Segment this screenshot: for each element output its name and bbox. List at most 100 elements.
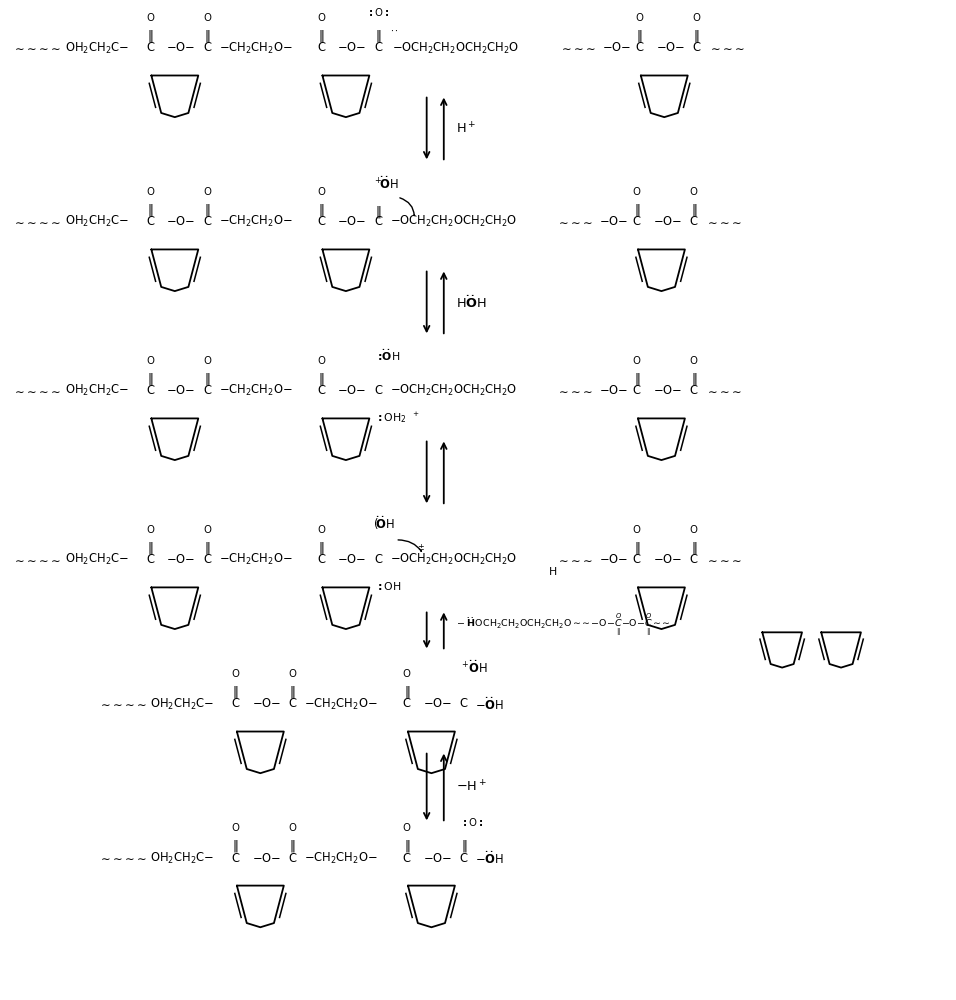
- Text: $-$O$-$: $-$O$-$: [166, 41, 195, 54]
- Text: $-$O$-$: $-$O$-$: [251, 697, 281, 710]
- Text: $\bf{:}$OH$_2$: $\bf{:}$OH$_2$: [376, 411, 407, 425]
- Text: $-\overset{\bf..}{O}$H: $-\overset{\bf..}{O}$H: [475, 849, 504, 867]
- Text: $^+$: $^+$: [411, 411, 421, 421]
- Text: C: C: [203, 553, 211, 566]
- Text: H$\overset{\bf..}{O}$H: H$\overset{\bf..}{O}$H: [456, 294, 488, 311]
- Text: O: O: [231, 669, 240, 679]
- Text: O: O: [692, 13, 701, 23]
- Text: O: O: [289, 669, 296, 679]
- Text: $-$O$-$: $-$O$-$: [337, 384, 366, 397]
- Text: $-$O$-$: $-$O$-$: [337, 41, 366, 54]
- Text: $-$O$-$: $-$O$-$: [166, 384, 195, 397]
- Text: $\sim\!\sim\!\sim$: $\sim\!\sim\!\sim$: [556, 553, 593, 566]
- Text: $\|$: $\|$: [634, 202, 640, 218]
- Text: $-$O$-$: $-$O$-$: [337, 215, 366, 228]
- Text: $^+\!\overset{\bf..}{O}$H: $^+\!\overset{\bf..}{O}$H: [460, 659, 488, 676]
- Text: $\|$: $\|$: [147, 28, 153, 44]
- Text: C: C: [146, 553, 154, 566]
- Text: $\bf{:}$OH: $\bf{:}$OH: [376, 580, 402, 592]
- Text: $\sim\!\sim\!\sim\!\sim$: $\sim\!\sim\!\sim\!\sim$: [12, 384, 62, 397]
- Text: $\|$: $\|$: [147, 202, 153, 218]
- Text: $\sim\!\sim\!\sim$: $\sim\!\sim\!\sim$: [706, 553, 742, 566]
- Text: $\|$: $\|$: [147, 371, 153, 387]
- Text: C: C: [203, 215, 211, 228]
- Text: $-$O$-$: $-$O$-$: [423, 697, 452, 710]
- Text: $-$CH$_2$CH$_2$O$-$: $-$CH$_2$CH$_2$O$-$: [219, 214, 293, 229]
- Text: $\|$: $\|$: [690, 540, 697, 556]
- Text: C: C: [317, 215, 325, 228]
- Text: O: O: [689, 525, 698, 535]
- Text: $-$O$-$: $-$O$-$: [598, 215, 628, 228]
- Text: OH$_2$CH$_2$C$-$: OH$_2$CH$_2$C$-$: [150, 696, 214, 712]
- Text: $\|$: $\|$: [318, 28, 324, 44]
- Text: C: C: [374, 41, 382, 54]
- Text: $\|$: $\|$: [290, 684, 295, 700]
- Text: $-$O$-$: $-$O$-$: [656, 41, 684, 54]
- Text: C: C: [689, 553, 698, 566]
- Text: C: C: [289, 852, 296, 865]
- Text: $-$OCH$_2$CH$_2$OCH$_2$CH$_2$O: $-$OCH$_2$CH$_2$OCH$_2$CH$_2$O: [390, 552, 517, 567]
- Text: $\|$: $\|$: [290, 838, 295, 854]
- Text: O: O: [633, 187, 641, 197]
- Text: $\sim\!\sim\!\sim\!\sim$: $\sim\!\sim\!\sim\!\sim$: [12, 215, 62, 228]
- Text: H: H: [550, 567, 557, 577]
- Text: O: O: [636, 13, 643, 23]
- Text: $\bf{:}$O$\bf{:}$: $\bf{:}$O$\bf{:}$: [367, 6, 390, 18]
- Text: $-\overset{\bf..}{O}$H: $-\overset{\bf..}{O}$H: [475, 695, 504, 713]
- Text: $\sim\!\sim\!\sim\!\sim$: $\sim\!\sim\!\sim\!\sim$: [98, 697, 147, 710]
- Text: OH$_2$CH$_2$C$-$: OH$_2$CH$_2$C$-$: [65, 383, 129, 398]
- Text: C: C: [689, 384, 698, 397]
- Text: $-$O$-$: $-$O$-$: [601, 41, 631, 54]
- Text: $\|$: $\|$: [637, 28, 642, 44]
- Text: C: C: [460, 852, 467, 865]
- Text: C: C: [317, 384, 325, 397]
- Text: O: O: [146, 13, 154, 23]
- Text: C: C: [146, 384, 154, 397]
- Text: $-$O$-$: $-$O$-$: [251, 852, 281, 865]
- Text: C: C: [289, 697, 296, 710]
- Text: $^+\!\!\overset{\bf..}{O}$H: $^+\!\!\overset{\bf..}{O}$H: [374, 175, 400, 192]
- Text: $-$O$-$: $-$O$-$: [653, 215, 682, 228]
- Text: $-$H$^+$: $-$H$^+$: [456, 779, 487, 795]
- Text: C: C: [402, 852, 411, 865]
- Text: $\bf{:}$O$\bf{:}$: $\bf{:}$O$\bf{:}$: [461, 816, 484, 828]
- Text: O: O: [203, 187, 211, 197]
- Text: C: C: [231, 852, 240, 865]
- Text: $\|$: $\|$: [403, 684, 410, 700]
- Text: O: O: [317, 525, 325, 535]
- Text: $\|$: $\|$: [461, 838, 467, 854]
- Text: $-$O$-$: $-$O$-$: [166, 553, 195, 566]
- Text: $\|$: $\|$: [232, 684, 239, 700]
- Text: $\|$: $\|$: [204, 540, 210, 556]
- Text: OH$_2$CH$_2$C$-$: OH$_2$CH$_2$C$-$: [65, 40, 129, 56]
- Text: $-$OCH$_2$CH$_2$OCH$_2$CH$_2$O: $-$OCH$_2$CH$_2$OCH$_2$CH$_2$O: [390, 214, 517, 229]
- Text: $\|$: $\|$: [690, 202, 697, 218]
- Text: C: C: [402, 697, 411, 710]
- Text: C: C: [374, 215, 382, 228]
- Text: $\|$: $\|$: [375, 204, 381, 220]
- Text: O: O: [146, 525, 154, 535]
- FancyArrowPatch shape: [398, 540, 422, 551]
- Text: $\|$: $\|$: [204, 28, 210, 44]
- Text: $\|$: $\|$: [147, 540, 153, 556]
- Text: $\|$: $\|$: [403, 838, 410, 854]
- Text: $\|$: $\|$: [204, 202, 210, 218]
- Text: O: O: [146, 187, 154, 197]
- Text: $\|$: $\|$: [693, 28, 700, 44]
- Text: $^\pm$: $^\pm$: [416, 543, 425, 556]
- Text: C: C: [374, 553, 382, 566]
- Text: $-$ $\overset{\bf..}{H}$OCH$_2$CH$_2$OCH$_2$CH$_2$O$\sim\!\!\sim$$-$O$-$$\overse: $-$ $\overset{\bf..}{H}$OCH$_2$CH$_2$OCH…: [456, 612, 670, 639]
- Text: $-$CH$_2$CH$_2$O$-$: $-$CH$_2$CH$_2$O$-$: [304, 851, 378, 866]
- Text: $(\!\overset{\bf..}{O}$H: $(\!\overset{\bf..}{O}$H: [373, 514, 395, 532]
- Text: $-$O$-$: $-$O$-$: [598, 384, 628, 397]
- Text: $-$O$-$: $-$O$-$: [337, 553, 366, 566]
- Text: H$^+$: H$^+$: [456, 121, 476, 136]
- Text: O: O: [203, 525, 211, 535]
- Text: $-$CH$_2$CH$_2$O$-$: $-$CH$_2$CH$_2$O$-$: [219, 552, 293, 567]
- Text: OH$_2$CH$_2$C$-$: OH$_2$CH$_2$C$-$: [65, 552, 129, 567]
- Text: $\|$: $\|$: [375, 28, 381, 44]
- Text: O: O: [203, 356, 211, 366]
- Text: $-$CH$_2$CH$_2$O$-$: $-$CH$_2$CH$_2$O$-$: [219, 383, 293, 398]
- Text: C: C: [633, 215, 641, 228]
- Text: C: C: [317, 41, 325, 54]
